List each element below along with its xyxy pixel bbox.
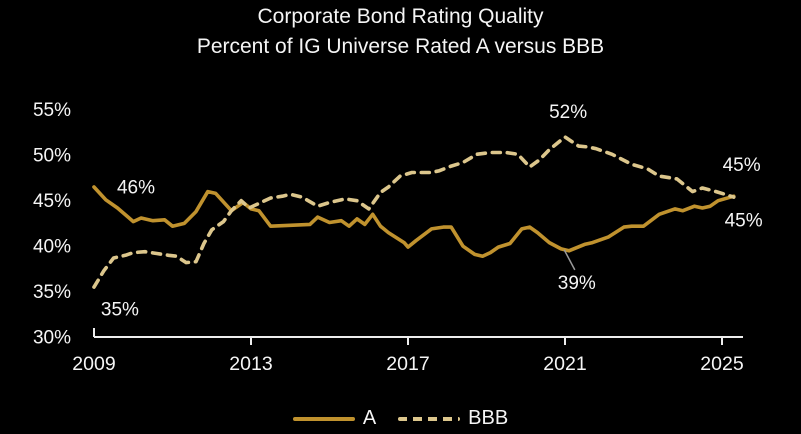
x-axis-label-2009: 2009 [72,353,115,375]
legend-bbb-label: BBB [468,407,509,429]
annotation-2-52pct: 52% [549,102,587,123]
x-axis-label-2021: 2021 [543,353,586,375]
y-axis-label-50: 50% [33,146,71,167]
x-axis-label-2013: 2013 [229,353,272,375]
x-axis-label-2017: 2017 [386,353,429,375]
y-axis-label-40: 40% [33,237,71,258]
annotation-3-39pct: 39% [558,273,596,294]
series-bbb-line [92,135,736,289]
legend-a-line-sample [292,416,355,421]
chart-subtitle: Percent of IG Universe Rated A versus BB… [196,35,605,58]
legend-a-label: A [362,407,377,429]
annotation-1-35pct: 35% [101,299,139,320]
legend-bbb-line-sample [398,416,461,421]
annotation-leader-line [563,249,576,271]
annotation-4-45pct: 45% [723,155,761,176]
annotation-5-45pct: 45% [725,210,763,231]
y-axis-label-30: 30% [33,328,71,349]
chart-title: Corporate Bond Rating Quality [257,5,544,28]
legend-item-a: A [292,407,377,430]
y-axis-label-45: 45% [33,191,71,212]
chart-legend: A BBB [0,407,801,430]
y-axis-label-35: 35% [33,282,71,303]
title-block: Corporate Bond Rating Quality Percent of… [0,2,801,62]
legend-item-bbb: BBB [398,407,508,430]
x-axis-label-2025: 2025 [700,353,744,375]
annotation-0-46pct: 46% [117,178,155,199]
y-axis-label-55: 55% [33,100,71,121]
series-a-line [92,185,736,259]
